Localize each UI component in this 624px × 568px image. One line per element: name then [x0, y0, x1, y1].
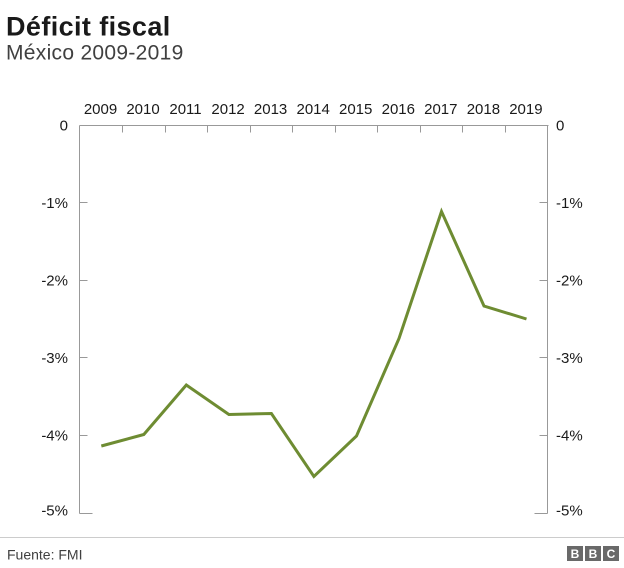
svg-text:2019: 2019: [509, 101, 542, 118]
svg-text:0: 0: [556, 118, 564, 135]
svg-text:-3%: -3%: [41, 350, 68, 367]
svg-text:2017: 2017: [424, 101, 457, 118]
svg-text:-4%: -4%: [41, 428, 68, 445]
svg-text:-1%: -1%: [41, 195, 68, 212]
svg-text:2013: 2013: [254, 101, 287, 118]
svg-text:-2%: -2%: [41, 273, 68, 290]
svg-text:-4%: -4%: [556, 428, 583, 445]
svg-text:México 2009-2019: México 2009-2019: [6, 42, 184, 65]
svg-text:B: B: [571, 547, 580, 561]
svg-text:Déficit fiscal: Déficit fiscal: [6, 12, 171, 42]
svg-text:C: C: [607, 547, 616, 561]
svg-text:0: 0: [60, 118, 68, 135]
svg-text:-5%: -5%: [41, 503, 68, 520]
svg-text:2010: 2010: [126, 101, 159, 118]
svg-text:-1%: -1%: [556, 195, 583, 212]
svg-text:2018: 2018: [467, 101, 500, 118]
svg-text:2012: 2012: [211, 101, 244, 118]
svg-text:2016: 2016: [382, 101, 415, 118]
svg-text:-5%: -5%: [556, 503, 583, 520]
svg-text:2009: 2009: [84, 101, 117, 118]
svg-text:Fuente: FMI: Fuente: FMI: [7, 547, 82, 563]
svg-text:2015: 2015: [339, 101, 372, 118]
svg-text:-3%: -3%: [556, 350, 583, 367]
svg-text:B: B: [589, 547, 598, 561]
svg-text:-2%: -2%: [556, 273, 583, 290]
svg-text:2011: 2011: [169, 101, 201, 118]
svg-text:2014: 2014: [297, 101, 330, 118]
